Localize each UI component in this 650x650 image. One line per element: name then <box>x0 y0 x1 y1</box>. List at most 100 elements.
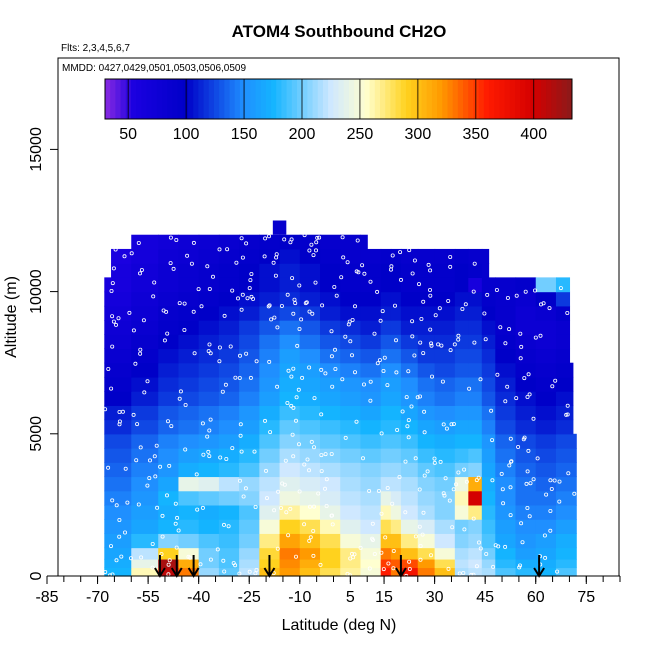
colorbar-segment <box>473 79 480 119</box>
heatmap-cell <box>299 476 321 492</box>
heatmap-cell <box>198 362 220 378</box>
sample-point <box>145 483 150 488</box>
heatmap-cell <box>535 405 557 421</box>
sample-point <box>294 395 299 400</box>
sample-point <box>323 371 328 376</box>
heatmap-cell <box>218 419 240 435</box>
heatmap-cell <box>417 305 436 321</box>
sample-point <box>552 478 557 483</box>
heatmap-cell <box>340 462 362 478</box>
colorbar-segment <box>291 79 298 119</box>
sample-point <box>333 366 338 371</box>
sample-point <box>293 418 298 423</box>
sample-point <box>522 376 527 381</box>
heatmap-cell <box>434 433 456 449</box>
heatmap-cell <box>239 277 260 293</box>
sample-point <box>375 289 380 294</box>
heatmap-cell <box>555 533 577 549</box>
colorbar-segment <box>530 79 537 119</box>
heatmap-cell <box>320 248 341 264</box>
heatmap-cell <box>279 490 301 506</box>
heatmap-cell <box>434 263 456 278</box>
sample-point <box>452 342 457 347</box>
heatmap-cell <box>555 277 571 293</box>
colorbar-segment <box>245 79 251 119</box>
sample-point <box>525 394 530 399</box>
sample-point <box>168 235 173 240</box>
sample-point <box>433 313 438 318</box>
heatmap-cell <box>495 476 517 492</box>
heatmap-cell <box>454 305 469 321</box>
sample-point <box>489 408 494 413</box>
sample-point <box>367 566 372 571</box>
sample-point <box>381 368 386 373</box>
sample-point <box>241 494 246 499</box>
sample-point <box>237 478 242 483</box>
sample-point <box>395 427 400 432</box>
heatmap-cell <box>104 567 132 577</box>
sample-point <box>527 514 532 519</box>
heatmap-cell <box>279 405 301 421</box>
heatmap-cell <box>515 376 537 392</box>
heatmap-cell <box>454 405 469 421</box>
sample-point <box>417 394 422 399</box>
sample-point <box>279 303 284 308</box>
heatmap-cell <box>178 419 200 435</box>
heatmap-cell <box>104 391 132 406</box>
sample-point <box>362 271 367 276</box>
heatmap-cell <box>454 291 469 307</box>
sample-point <box>117 534 122 539</box>
heatmap-cell <box>417 519 436 534</box>
colorbar-segment <box>338 79 345 119</box>
heatmap-cell <box>495 504 517 520</box>
heatmap-cell <box>340 277 362 293</box>
sample-point <box>222 569 227 574</box>
heatmap-cell <box>481 533 496 549</box>
sample-point <box>412 353 417 358</box>
sample-point <box>381 567 386 572</box>
heatmap-cell <box>131 248 159 264</box>
heatmap-cell <box>380 320 392 335</box>
sample-point <box>376 488 381 493</box>
sample-point <box>518 331 523 336</box>
sample-point <box>472 261 477 266</box>
heatmap-cell <box>481 320 496 335</box>
sample-point <box>290 432 295 437</box>
colorbar-segment <box>177 79 184 119</box>
heatmap-cell <box>218 462 240 478</box>
sample-point <box>165 419 170 424</box>
heatmap-cell <box>239 462 260 478</box>
sample-point <box>309 439 314 444</box>
heatmap-cell <box>360 248 382 264</box>
heatmap-cell <box>218 334 240 350</box>
heatmap-cell <box>360 504 382 520</box>
heatmap-cell <box>218 490 240 506</box>
sample-point <box>319 367 324 372</box>
heatmap-cell <box>481 362 496 378</box>
x-tick-label: -10 <box>288 589 311 606</box>
sample-point <box>412 258 417 263</box>
sample-point <box>508 513 513 518</box>
sample-point <box>451 421 456 426</box>
sample-point <box>117 518 122 523</box>
sample-point <box>161 308 166 313</box>
heatmap-cell <box>340 533 362 549</box>
heatmap-cell <box>390 504 402 520</box>
heatmap-cell <box>454 490 469 506</box>
sample-point <box>533 288 538 293</box>
sample-point <box>263 236 268 241</box>
sample-point <box>467 386 472 391</box>
heatmap-cell <box>239 558 260 569</box>
heatmap-cell <box>380 567 392 577</box>
heatmap-cell <box>218 504 240 520</box>
heatmap-cell <box>340 391 362 406</box>
sample-point <box>348 339 353 344</box>
heatmap-cell <box>158 334 180 350</box>
heatmap-cell <box>104 504 132 520</box>
heatmap-cell <box>390 320 402 335</box>
sample-point <box>114 558 119 563</box>
sample-point <box>117 419 122 424</box>
heatmap-cell <box>417 476 436 492</box>
heatmap-cell <box>299 362 321 378</box>
heatmap-cell <box>400 334 419 350</box>
